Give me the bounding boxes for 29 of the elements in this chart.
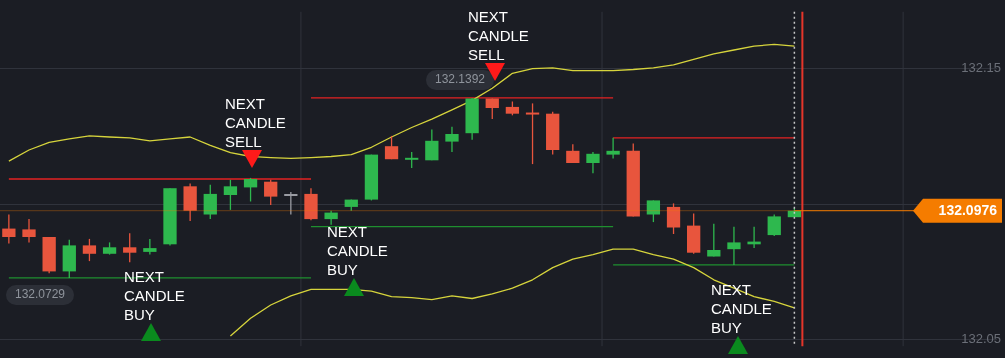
candlestick: [586, 151, 600, 174]
y-tick-label: 132.15: [961, 60, 1001, 76]
candlestick: [606, 137, 620, 160]
annotation: NEXT CANDLE BUY: [327, 222, 388, 278]
annotation: 132.1392: [434, 72, 486, 87]
candlestick: [767, 213, 781, 237]
annotation: NEXT CANDLE BUY: [124, 267, 185, 323]
candlestick: [2, 213, 16, 245]
candlestick: [82, 238, 97, 262]
candlestick: [264, 179, 278, 206]
annotation: 132.0729: [14, 287, 66, 302]
candlestick: [707, 223, 721, 258]
candlestick: [727, 226, 741, 266]
candlestick: [22, 218, 36, 244]
candlestick: [646, 199, 661, 223]
y-tick-label: 132.05: [961, 331, 1001, 347]
candlestick: [143, 238, 157, 256]
candlestick: [666, 202, 681, 235]
candlestick: [284, 191, 298, 216]
ref-line-label: 132.0976: [938, 201, 998, 218]
candlestick: [445, 126, 459, 153]
candlestick: [243, 177, 258, 203]
annotation: NEXT CANDLE SELL: [468, 7, 529, 63]
candlestick: [123, 232, 137, 263]
candlestick: [525, 102, 540, 165]
candlestick: [203, 184, 217, 220]
candlestick: [223, 179, 238, 211]
candlestick: [425, 128, 439, 161]
annotation: NEXT CANDLE SELL: [225, 94, 286, 150]
